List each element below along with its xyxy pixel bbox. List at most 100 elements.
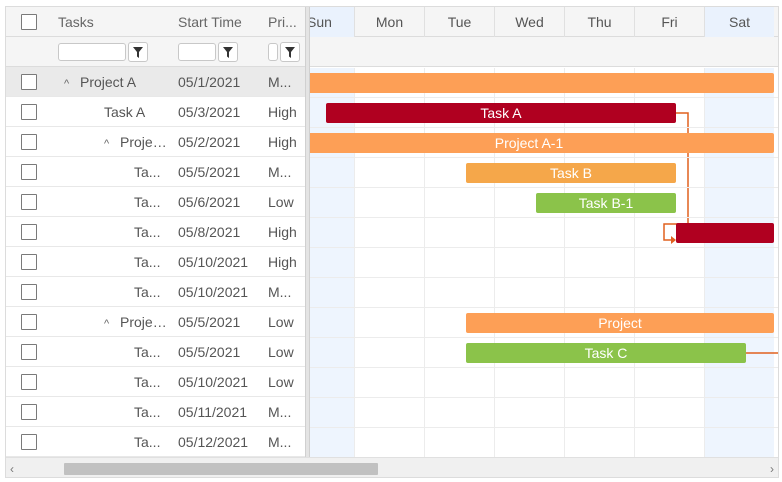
day-header-mon: Mon (354, 7, 424, 37)
priority-filter-input[interactable] (268, 43, 278, 61)
task-name: Ta... (134, 164, 161, 180)
task-name: Ta... (134, 344, 161, 360)
task-row[interactable]: ^ Project ... 05/2/2021 High (6, 127, 305, 157)
priority-cell: M... (268, 434, 292, 450)
start-time-filter-input[interactable] (178, 43, 216, 61)
task-bar[interactable]: Task B (466, 163, 676, 183)
day-column (564, 68, 634, 457)
row-checkbox[interactable] (21, 254, 37, 270)
task-row[interactable]: Ta... 05/8/2021 High (6, 217, 305, 247)
day-column (354, 68, 424, 457)
row-gridline (310, 217, 778, 218)
task-bar[interactable]: Project A-1 (310, 133, 774, 153)
day-header-sun: Sun (310, 7, 354, 37)
row-checkbox[interactable] (21, 344, 37, 360)
tasks-column-header[interactable]: Tasks (58, 14, 94, 30)
collapse-chevron-icon[interactable]: ^ (64, 78, 70, 90)
row-gridline (310, 157, 778, 158)
task-bar[interactable]: Project (466, 313, 774, 333)
task-row[interactable]: Ta... 05/11/2021 M... (6, 397, 305, 427)
scroll-right-arrow[interactable]: › (770, 462, 774, 476)
day-header-fri: Fri (634, 7, 704, 37)
priority-cell: High (268, 254, 297, 270)
day-header-sat: Sat (704, 7, 774, 37)
task-bar[interactable]: Task B-1 (536, 193, 676, 213)
task-name-cell: Ta... (134, 367, 168, 397)
task-bar[interactable] (310, 73, 774, 93)
task-row[interactable]: Ta... 05/10/2021 Low (6, 367, 305, 397)
tasks-filter-button[interactable] (128, 42, 148, 62)
task-name: Ta... (134, 374, 161, 390)
row-gridline (310, 97, 778, 98)
start-time-cell: 05/5/2021 (178, 164, 241, 180)
collapse-chevron-icon[interactable]: ^ (104, 138, 110, 150)
row-checkbox[interactable] (21, 374, 37, 390)
row-checkbox[interactable] (21, 104, 37, 120)
task-row[interactable]: Ta... 05/5/2021 M... (6, 157, 305, 187)
start-time-column-header[interactable]: Start Time (178, 14, 242, 30)
start-time-cell: 05/10/2021 (178, 254, 249, 270)
row-gridline (310, 247, 778, 248)
priority-cell: M... (268, 404, 292, 420)
task-name: Project ... (120, 134, 168, 150)
priority-cell: Low (268, 314, 294, 330)
priority-cell: Low (268, 344, 294, 360)
select-all-checkbox[interactable] (21, 14, 37, 30)
priority-cell: M... (268, 284, 292, 300)
task-bar[interactable] (676, 223, 774, 243)
priority-cell: M... (268, 164, 292, 180)
row-checkbox[interactable] (21, 284, 37, 300)
task-row[interactable]: Ta... 05/10/2021 M... (6, 277, 305, 307)
priority-cell: High (268, 224, 297, 240)
day-column (424, 68, 494, 457)
task-grid: Tasks Start Time Pri... ^ Project A 05/1/2… (6, 7, 306, 457)
row-checkbox[interactable] (21, 74, 37, 90)
task-bar[interactable]: Task A (326, 103, 676, 123)
dependency-arrow-icon (671, 236, 676, 244)
task-bar[interactable]: Task C (466, 343, 746, 363)
row-gridline (310, 337, 778, 338)
task-row[interactable]: ^ Project A 05/1/2021 M... (6, 67, 305, 97)
task-row[interactable]: ^ Project ... 05/5/2021 Low (6, 307, 305, 337)
row-checkbox[interactable] (21, 134, 37, 150)
row-checkbox[interactable] (21, 194, 37, 210)
scroll-left-arrow[interactable]: ‹ (10, 462, 14, 476)
row-checkbox[interactable] (21, 404, 37, 420)
row-checkbox[interactable] (21, 314, 37, 330)
collapse-chevron-icon[interactable]: ^ (104, 318, 110, 330)
row-checkbox[interactable] (21, 434, 37, 450)
task-name: Ta... (134, 254, 161, 270)
row-gridline (310, 427, 778, 428)
priority-filter-button[interactable] (280, 42, 300, 62)
pane-splitter[interactable] (306, 7, 310, 457)
task-name: Ta... (134, 404, 161, 420)
filter-icon (285, 47, 295, 58)
priority-cell: Low (268, 194, 294, 210)
day-header-thu: Thu (564, 7, 634, 37)
tasks-filter-input[interactable] (58, 43, 126, 61)
row-gridline (310, 397, 778, 398)
start-time-cell: 05/10/2021 (178, 374, 249, 390)
scrollbar-thumb[interactable] (64, 463, 378, 475)
start-time-cell: 05/5/2021 (178, 314, 241, 330)
row-checkbox[interactable] (21, 224, 37, 240)
start-time-filter-button[interactable] (218, 42, 238, 62)
row-checkbox[interactable] (21, 164, 37, 180)
task-name: Task A (104, 104, 146, 120)
task-row[interactable]: Ta... 05/6/2021 Low (6, 187, 305, 217)
task-name-cell: Ta... (134, 277, 168, 307)
task-row[interactable]: Ta... 05/5/2021 Low (6, 337, 305, 367)
day-column (704, 68, 774, 457)
horizontal-scrollbar[interactable]: ‹ › (6, 457, 778, 477)
day-column (494, 68, 564, 457)
timeline-filter-spacer (310, 37, 778, 67)
row-gridline (310, 187, 778, 188)
day-header-wed: Wed (494, 7, 564, 37)
day-column (634, 68, 704, 457)
task-name: Ta... (134, 194, 161, 210)
day-column (310, 68, 354, 457)
task-row[interactable]: Ta... 05/10/2021 High (6, 247, 305, 277)
task-row[interactable]: Task A 05/3/2021 High (6, 97, 305, 127)
task-row[interactable]: Ta... 05/12/2021 M... (6, 427, 305, 457)
priority-column-header[interactable]: Pri... (268, 14, 297, 30)
